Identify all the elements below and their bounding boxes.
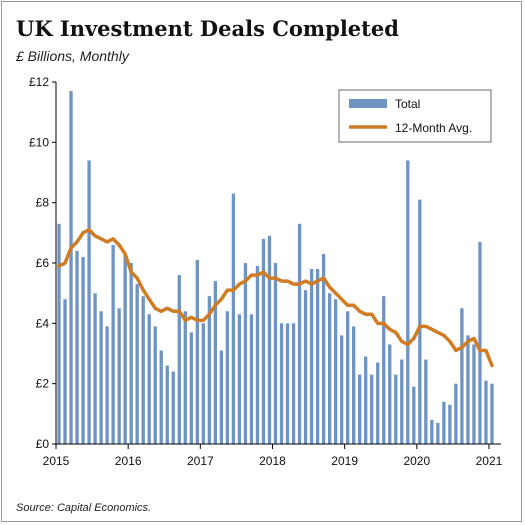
bar [249,314,254,444]
bar [388,344,392,444]
bar [207,296,211,444]
x-tick-label: 2016 [115,454,142,468]
bar [376,362,380,444]
bar [261,238,266,444]
bar [352,326,356,444]
y-tick-label: £12 [29,75,49,89]
bar [69,91,73,445]
bar [442,401,446,444]
bar [111,244,115,444]
bar [75,250,79,444]
bar [484,380,488,444]
x-tick-label: 2019 [331,454,358,468]
bar [171,371,175,444]
bar [237,314,242,444]
bar [472,344,476,444]
bar [267,235,272,444]
bar [225,311,230,444]
avg-line [57,228,494,368]
bar [93,293,97,444]
x-tick-label: 2020 [403,454,430,468]
source-note: Source: Capital Economics. [16,502,152,514]
bar [339,335,344,444]
bar [454,383,458,444]
chart-title: UK Investment Deals Completed [16,16,399,41]
bar [123,253,127,444]
bar [159,350,163,444]
bar [460,308,464,444]
bar [129,263,133,444]
bar [165,365,169,444]
bar [117,308,121,444]
bar [382,296,386,444]
bar [189,332,193,444]
legend-swatch-total [349,99,387,108]
bar [346,311,350,444]
y-tick-label: £8 [36,196,50,210]
bar [394,374,398,444]
bar [370,374,374,444]
bar [195,259,199,444]
bar [219,350,224,444]
bar [424,359,428,444]
bar [412,386,416,444]
bar [315,269,320,444]
bar [135,284,139,444]
legend-label-total: Total [395,97,420,111]
bar [297,223,302,444]
y-tick-label: £2 [36,377,50,391]
bar [406,160,410,444]
bar [430,419,434,444]
bar [279,323,284,444]
bar [255,266,260,444]
legend-label-avg: 12-Month Avg. [395,121,472,135]
bar [243,263,248,444]
bar [177,275,181,444]
bar [358,374,362,444]
bar [291,323,296,444]
bar [153,326,157,444]
y-tick-label: £0 [36,437,50,451]
bar [273,263,278,444]
bar [63,299,67,444]
bar [466,335,470,444]
bar [436,422,440,444]
x-tick-label: 2017 [187,454,214,468]
x-tick-label: 2015 [43,454,70,468]
bar [478,241,482,444]
bar [490,383,494,444]
y-tick-label: £4 [36,316,50,330]
bar [183,311,187,444]
y-tick-label: £6 [36,256,50,270]
bar [87,160,91,444]
y-tick-label: £10 [29,135,49,149]
bar [99,311,103,444]
bar [231,193,236,444]
bar [141,296,145,444]
x-tick-label: 2018 [259,454,286,468]
bar [400,359,404,444]
bar [285,323,290,444]
bar [303,290,308,444]
bar [327,293,332,444]
bar [364,356,368,444]
bar [309,269,314,444]
bar [201,323,205,444]
bar [448,404,452,444]
legend-box [338,89,492,143]
bar [418,199,422,444]
bar [81,256,85,444]
chart-subtitle: £ Billions, Monthly [16,48,129,64]
bar [321,253,326,444]
x-tick-label: 2021 [476,454,503,468]
bar [213,281,218,444]
bar [147,314,151,444]
bar [333,299,338,444]
bar [57,223,61,444]
bar [105,326,109,444]
